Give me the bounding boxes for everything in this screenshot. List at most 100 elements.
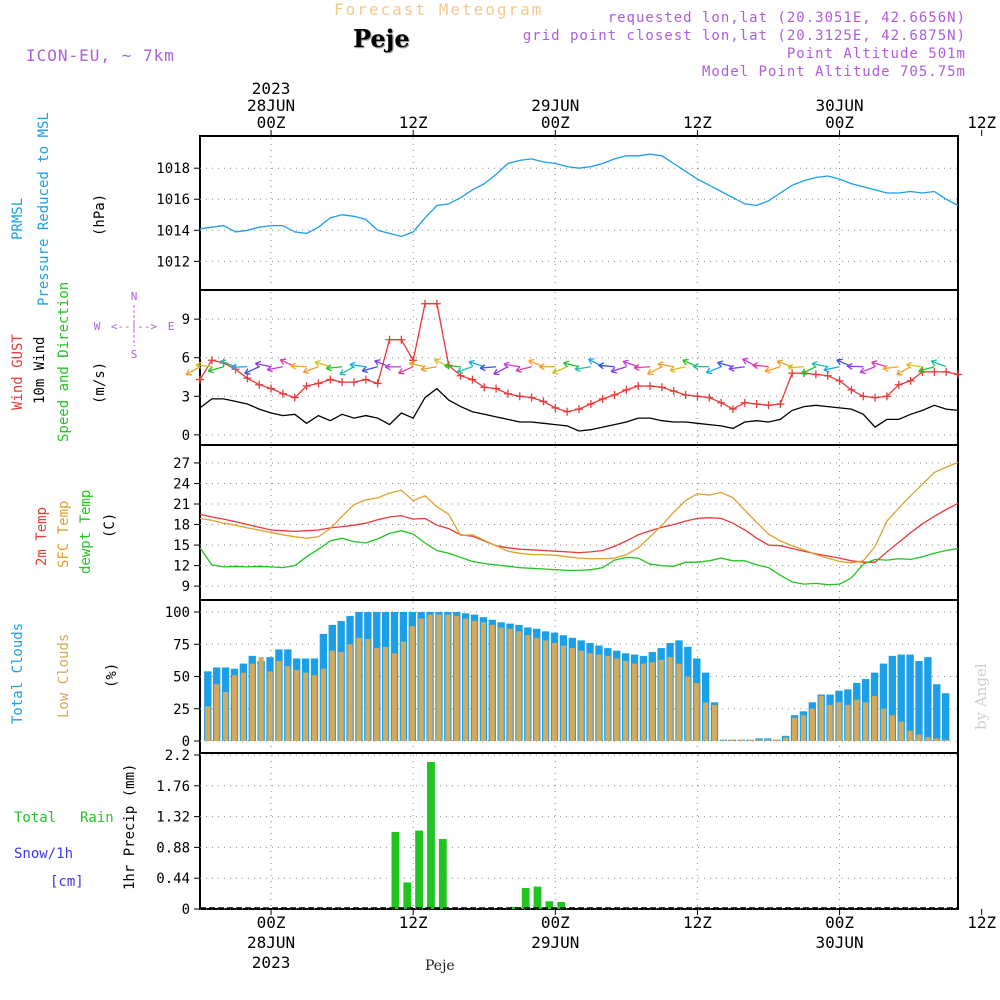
gust-marker	[693, 392, 702, 401]
wind-dir-arrowhead	[515, 366, 522, 373]
wind-dir-arrowhead	[538, 363, 545, 371]
wind-dir-arrowhead	[906, 361, 913, 369]
low-cloud-bar	[863, 702, 869, 741]
wind-dir-arrowhead	[633, 363, 640, 372]
wind-dir-arrow	[788, 366, 805, 369]
ytick-label-clouds: 0	[182, 734, 190, 750]
footer-station: Peje	[425, 958, 455, 974]
compass-n: N	[131, 290, 138, 303]
low-cloud-bar	[658, 659, 664, 741]
low-cloud-bar	[756, 739, 762, 741]
low-cloud-bar	[205, 706, 211, 741]
wind-dir-arrow	[918, 366, 935, 372]
wind-dir-arrowhead	[717, 360, 724, 368]
gust-marker	[349, 378, 358, 387]
wind-dir-arrow	[706, 366, 722, 374]
ytick-label-temp: 12	[173, 559, 190, 575]
gust-marker	[882, 392, 891, 401]
ytick-label-temp: 9	[182, 579, 190, 595]
gridpoint-coords: grid point closest lon,lat (20.3125E, 42…	[522, 28, 966, 44]
gust-marker	[752, 400, 761, 408]
wind-dir-arrowhead	[361, 366, 368, 374]
gust-marker	[290, 393, 299, 402]
ytick-label-pressure: 1012	[156, 254, 190, 270]
rain-bar	[438, 839, 447, 909]
low-cloud-bar	[356, 637, 362, 741]
low-cloud-bar	[223, 691, 229, 741]
total-cloud-bar	[915, 661, 923, 741]
total-cloud-bar	[897, 654, 905, 741]
time-label-bottom: 30JUN	[815, 933, 863, 952]
low-cloud-bar	[685, 676, 691, 741]
wind-dir-arrow	[574, 366, 591, 370]
wind-dir-arrow	[444, 364, 461, 368]
wind-dir-arrowhead	[871, 360, 878, 368]
low-cloud-bar	[729, 739, 735, 741]
time-label-bottom: 12Z	[967, 913, 996, 932]
low-cloud-bar	[338, 651, 344, 741]
low-cloud-bar	[596, 654, 602, 741]
time-label-top: 2023	[252, 79, 291, 98]
wind-dir-arrowhead	[787, 363, 794, 371]
gust-marker	[468, 375, 477, 384]
gust-marker	[480, 383, 489, 392]
low-cloud-bar	[516, 631, 522, 741]
wind-dir-arrow	[244, 366, 260, 375]
wind-dir-arrowhead	[244, 368, 251, 375]
temp2m-line	[199, 502, 959, 563]
low-cloud-bar	[240, 672, 246, 741]
wind-dir-arrowhead	[647, 368, 654, 376]
wind-dir-arrow	[267, 366, 284, 371]
wind-dir-arrow	[398, 366, 414, 374]
low-cloud-bar	[943, 739, 949, 741]
wind-dir-arrowhead	[846, 362, 853, 370]
gust-marker	[196, 375, 204, 384]
low-cloud-bar	[889, 715, 895, 741]
low-cloud-bar	[783, 737, 789, 741]
low-cloud-bar	[249, 663, 255, 741]
gust-marker	[207, 356, 216, 365]
wind-dir-arrowhead	[493, 368, 500, 376]
low-cloud-bar	[871, 695, 878, 741]
gust-marker	[657, 383, 666, 392]
wind-dir-arrowhead	[266, 365, 273, 373]
gust-marker	[622, 385, 631, 394]
wind-dir-arrow	[195, 364, 212, 368]
wind-dir-arrow	[906, 364, 923, 368]
gust-marker	[776, 400, 785, 408]
wind-dir-arrow	[634, 366, 651, 369]
gust-marker	[871, 393, 880, 402]
wind-dir-arrow	[552, 366, 568, 374]
wind-dir-arrow	[409, 362, 426, 368]
low-cloud-bar	[480, 622, 486, 741]
gust-marker	[930, 367, 939, 376]
wind-dir-arrowhead	[185, 369, 192, 376]
time-label-bottom: 12Z	[683, 913, 712, 932]
wind-dir-arrow	[362, 366, 378, 372]
low-cloud-bar	[818, 695, 824, 741]
gust-marker	[847, 385, 856, 394]
low-cloud-bar	[791, 717, 798, 741]
wind-dir-arrowhead	[374, 359, 381, 366]
wind-dir-arrowhead	[764, 366, 771, 374]
low-cloud-bar	[809, 708, 815, 741]
wind-dir-arrow	[457, 366, 473, 373]
total-cloud-bar	[764, 738, 772, 741]
low-cloud-bar	[916, 734, 922, 741]
gust-marker	[586, 400, 595, 408]
precip-label-total: Total	[14, 810, 57, 826]
ytick-label-wind: 6	[182, 351, 190, 367]
gust-marker	[728, 405, 737, 414]
wind-dir-arrowhead	[444, 362, 451, 370]
time-label-top: 28JUN	[247, 96, 295, 115]
time-label-top: 12Z	[399, 113, 428, 132]
wind-dir-arrow	[717, 361, 734, 368]
gust-marker	[503, 389, 512, 398]
wind-dir-arrow	[657, 363, 674, 368]
wind-dir-arrow	[610, 366, 627, 373]
low-cloud-bar	[934, 738, 940, 741]
low-cloud-bar	[631, 663, 638, 741]
gust-marker	[267, 384, 276, 393]
gust-marker	[515, 392, 524, 401]
